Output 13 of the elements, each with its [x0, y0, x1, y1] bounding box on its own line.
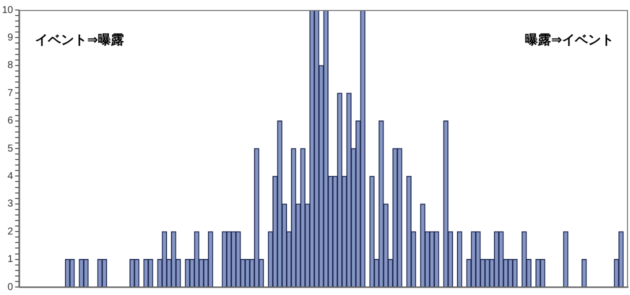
y-tick-label: 9: [8, 32, 14, 44]
y-tick-label: 7: [8, 88, 14, 99]
y-tick-label: 0: [8, 282, 14, 293]
y-tick-label: 6: [8, 116, 14, 127]
annotation: イベント⇒曝露: [35, 32, 124, 48]
y-tick-label: 8: [8, 60, 14, 72]
y-tick-label: 3: [8, 198, 14, 210]
y-tick-label: 10: [2, 4, 14, 16]
y-tick-label: 2: [8, 226, 14, 238]
y-tick-label: 4: [8, 170, 14, 182]
y-tick-label: 1: [8, 254, 14, 266]
y-tick-label: 5: [8, 143, 14, 154]
annotation: 曝露⇒イベント: [525, 32, 614, 48]
